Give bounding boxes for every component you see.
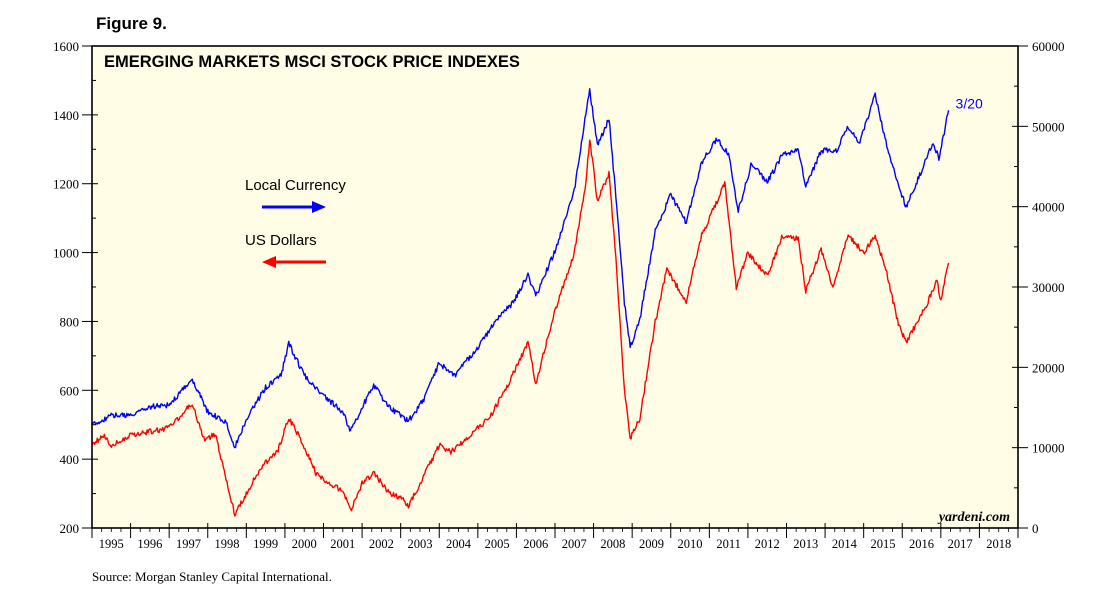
x-tick-label: 2002 [369,537,394,551]
x-tick-label: 2014 [832,537,858,551]
right-tick-label: 40000 [1032,200,1065,215]
x-tick-label: 2001 [330,537,355,551]
x-tick-label: 2008 [600,537,625,551]
legend-label-local-currency: Local Currency [245,177,346,194]
left-tick-label: 400 [60,452,80,467]
x-tick-label: 2003 [407,537,432,551]
series-line-local-currency [91,88,950,449]
x-tick-label: 1997 [176,537,201,551]
x-tick-label: 1998 [215,537,240,551]
credit-label: yardeni.com [937,510,1010,525]
x-tick-label: 2007 [562,537,587,551]
left-tick-label: 1400 [53,108,79,123]
left-tick-label: 1200 [53,177,79,192]
x-tick-label: 2017 [948,537,973,551]
x-tick-label: 2012 [755,537,780,551]
right-tick-label: 0 [1032,521,1039,536]
x-tick-label: 2009 [639,537,664,551]
x-tick-label: 1999 [253,537,278,551]
end-date-label: 3/20 [956,95,983,111]
x-tick-label: 2018 [986,537,1011,551]
left-tick-label: 600 [60,383,80,398]
x-tick-label: 1995 [99,537,124,551]
legend: Local Currency US Dollars [245,177,346,268]
right-tick-label: 10000 [1032,441,1065,456]
plot-area [92,46,1018,528]
left-tick-label: 800 [60,314,80,329]
chart: 200 400 600 800 1000 1200 1400 1600 0 10000 20000 3… [53,39,1065,551]
x-tick-label: 2006 [523,537,548,551]
x-tick-label: 2013 [793,537,818,551]
figure-label: Figure 9. [96,14,167,33]
chart-title: EMERGING MARKETS MSCI STOCK PRICE INDEXE… [104,53,520,71]
right-tick-label: 30000 [1032,280,1065,295]
right-tick-label: 50000 [1032,119,1065,134]
legend-arrow-right [312,201,326,213]
axis-layer: 200 400 600 800 1000 1200 1400 1600 0 10000 20000 3… [53,39,1065,551]
left-tick-label: 200 [60,521,80,536]
x-tick-label: 2000 [292,537,317,551]
x-tick-label: 2015 [870,537,895,551]
x-tick-label: 2010 [678,537,703,551]
right-tick-label: 60000 [1032,39,1065,54]
series-line-us-dollars [91,139,950,517]
x-tick-label: 2004 [446,537,472,551]
x-tick-label: 1996 [137,537,162,551]
left-tick-label: 1000 [53,246,79,261]
x-tick-label: 2016 [909,537,934,551]
x-tick-label: 2005 [485,537,510,551]
right-tick-label: 20000 [1032,360,1065,375]
legend-arrow-left [262,256,276,268]
x-tick-label: 2011 [716,537,741,551]
left-tick-label: 1600 [53,39,79,54]
legend-label-us-dollars: US Dollars [245,232,317,249]
series-layer [91,88,950,517]
source-note: Source: Morgan Stanley Capital Internati… [92,569,332,584]
